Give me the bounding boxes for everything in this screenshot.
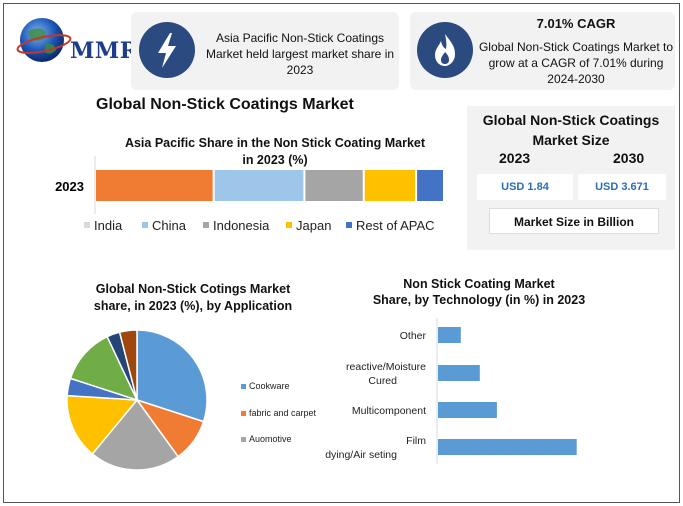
legend-label: Indonesia (213, 218, 270, 233)
tech-bar (438, 327, 461, 343)
legend-swatch (84, 222, 90, 228)
market-size-panel: Global Non-Stick Coatings Market Size 20… (467, 106, 675, 250)
legend-label: India (94, 218, 123, 233)
legend-swatch (346, 222, 352, 228)
stacked-chart-title-line2: in 2023 (%) (242, 153, 307, 167)
tech-category-label: Multicomponent (352, 405, 426, 417)
legend-label: China (152, 218, 187, 233)
unit-label: Market Size in Billion (489, 208, 659, 234)
stacked-bar-segment (417, 170, 443, 201)
flame-icon (417, 22, 473, 78)
pie-legend-label: Auomotive (249, 434, 292, 444)
year-end: 2030 (613, 150, 645, 166)
tech-category-label: reactive/Moisture (346, 361, 426, 373)
legend-swatch (142, 222, 148, 228)
stacked-bar-chart: Asia Pacific Share in the Non Stick Coat… (55, 136, 443, 233)
legend-swatch (286, 222, 292, 228)
year-start: 2023 (499, 150, 531, 166)
logo-text: MMR (70, 38, 139, 64)
technology-bar-chart: Non Stick Coating Market Share, by Techn… (325, 277, 585, 464)
pie-legend-label: Cookware (249, 381, 290, 391)
tech-category-label: Film (406, 435, 426, 447)
stacked-bar-segment (305, 170, 363, 201)
value-end: USD 3.671 (578, 174, 666, 200)
value-start: USD 1.84 (477, 174, 573, 200)
cagr-title: 7.01% CAGR (536, 16, 616, 31)
tech-bar (438, 365, 480, 381)
pie-slice (136, 329, 208, 423)
legend-label: Rest of APAC (356, 218, 435, 233)
globe-icon (16, 18, 72, 62)
pie-chart: Global Non-Stick Cotings Market share, i… (66, 282, 317, 471)
lightning-icon (139, 22, 195, 78)
stacked-category-label: 2023 (55, 179, 84, 194)
stacked-bar-segment (96, 170, 213, 201)
pie-chart-title-line2: share, in 2023 (%), by Application (94, 299, 292, 313)
tech-chart-title-line2: Share, by Technology (in %) in 2023 (373, 293, 585, 307)
cagr-card: 7.01% CAGR Global Non-Stick Coatings Mar… (410, 12, 675, 90)
tech-category-label: Cured (368, 375, 397, 387)
tech-bar (438, 439, 577, 455)
pie-slice (66, 394, 139, 455)
region-card: Asia Pacific Non-Stick Coatings Market h… (131, 12, 399, 90)
tech-category-label: Other (400, 330, 427, 342)
logo: MMR (16, 14, 138, 72)
pie-slice (118, 329, 138, 401)
pie-legend-label: fabric and carpet (249, 408, 317, 418)
market-size-title: Global Non-Stick Coatings Market Size (482, 112, 660, 148)
main-title: Global Non-Stick Coatings Market (96, 96, 354, 113)
stacked-bar-segment (214, 170, 304, 201)
tech-category-label: dying/Air seting (325, 449, 397, 461)
pie-legend-swatch (241, 384, 246, 389)
stacked-bar-segment (364, 170, 416, 201)
tech-chart-title-line1: Non Stick Coating Market (403, 277, 555, 291)
pie-chart-title-line1: Global Non-Stick Cotings Market (96, 282, 291, 296)
region-text: Asia Pacific Non-Stick Coatings Market h… (205, 31, 395, 77)
pie-legend-swatch (241, 437, 246, 442)
legend-swatch (203, 222, 209, 228)
pie-slice (69, 335, 139, 402)
cagr-text: Global Non-Stick Coatings Market to grow… (478, 40, 674, 86)
pie-slice (91, 398, 180, 471)
infographic-frame (3, 3, 680, 503)
pie-legend-swatch (241, 411, 246, 416)
tech-bar (438, 402, 497, 418)
stacked-chart-title-line1: Asia Pacific Share in the Non Stick Coat… (125, 136, 426, 150)
legend-label: Japan (296, 218, 331, 233)
